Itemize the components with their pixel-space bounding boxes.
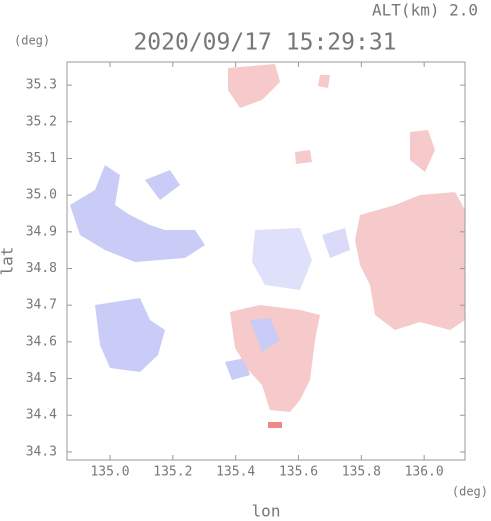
- echo-areas: [70, 64, 465, 428]
- x-tick-label: 135.4: [216, 465, 255, 480]
- x-tick-label: 136.0: [405, 465, 444, 480]
- y-tick-label: 34.6: [26, 334, 57, 349]
- y-tick-label: 35.2: [26, 114, 57, 129]
- x-unit: (deg): [452, 485, 488, 499]
- y-tick-label: 35.3: [26, 78, 57, 93]
- plot-frame: [66, 61, 466, 461]
- y-tick-label: 34.5: [26, 371, 57, 386]
- y-tick-label: 34.8: [26, 261, 57, 276]
- x-axis-label: lon: [252, 502, 281, 521]
- altitude-label: ALT(km) 2.0: [372, 1, 478, 20]
- x-tick-label: 135.0: [90, 465, 129, 480]
- x-tick-label: 135.8: [342, 465, 381, 480]
- x-tick-label: 135.2: [153, 465, 192, 480]
- y-tick-label: 35.0: [26, 188, 57, 203]
- y-tick-label: 34.3: [26, 444, 57, 459]
- y-tick-label: 34.9: [26, 224, 57, 239]
- y-unit: (deg): [14, 34, 50, 48]
- map-title: 2020/09/17 15:29:31: [133, 30, 396, 56]
- x-tick-label: 135.6: [279, 465, 318, 480]
- y-tick-label: 34.7: [26, 298, 57, 313]
- y-axis-label: lat: [0, 247, 17, 276]
- y-tick-label: 35.1: [26, 151, 57, 166]
- y-tick-label: 34.4: [26, 408, 57, 423]
